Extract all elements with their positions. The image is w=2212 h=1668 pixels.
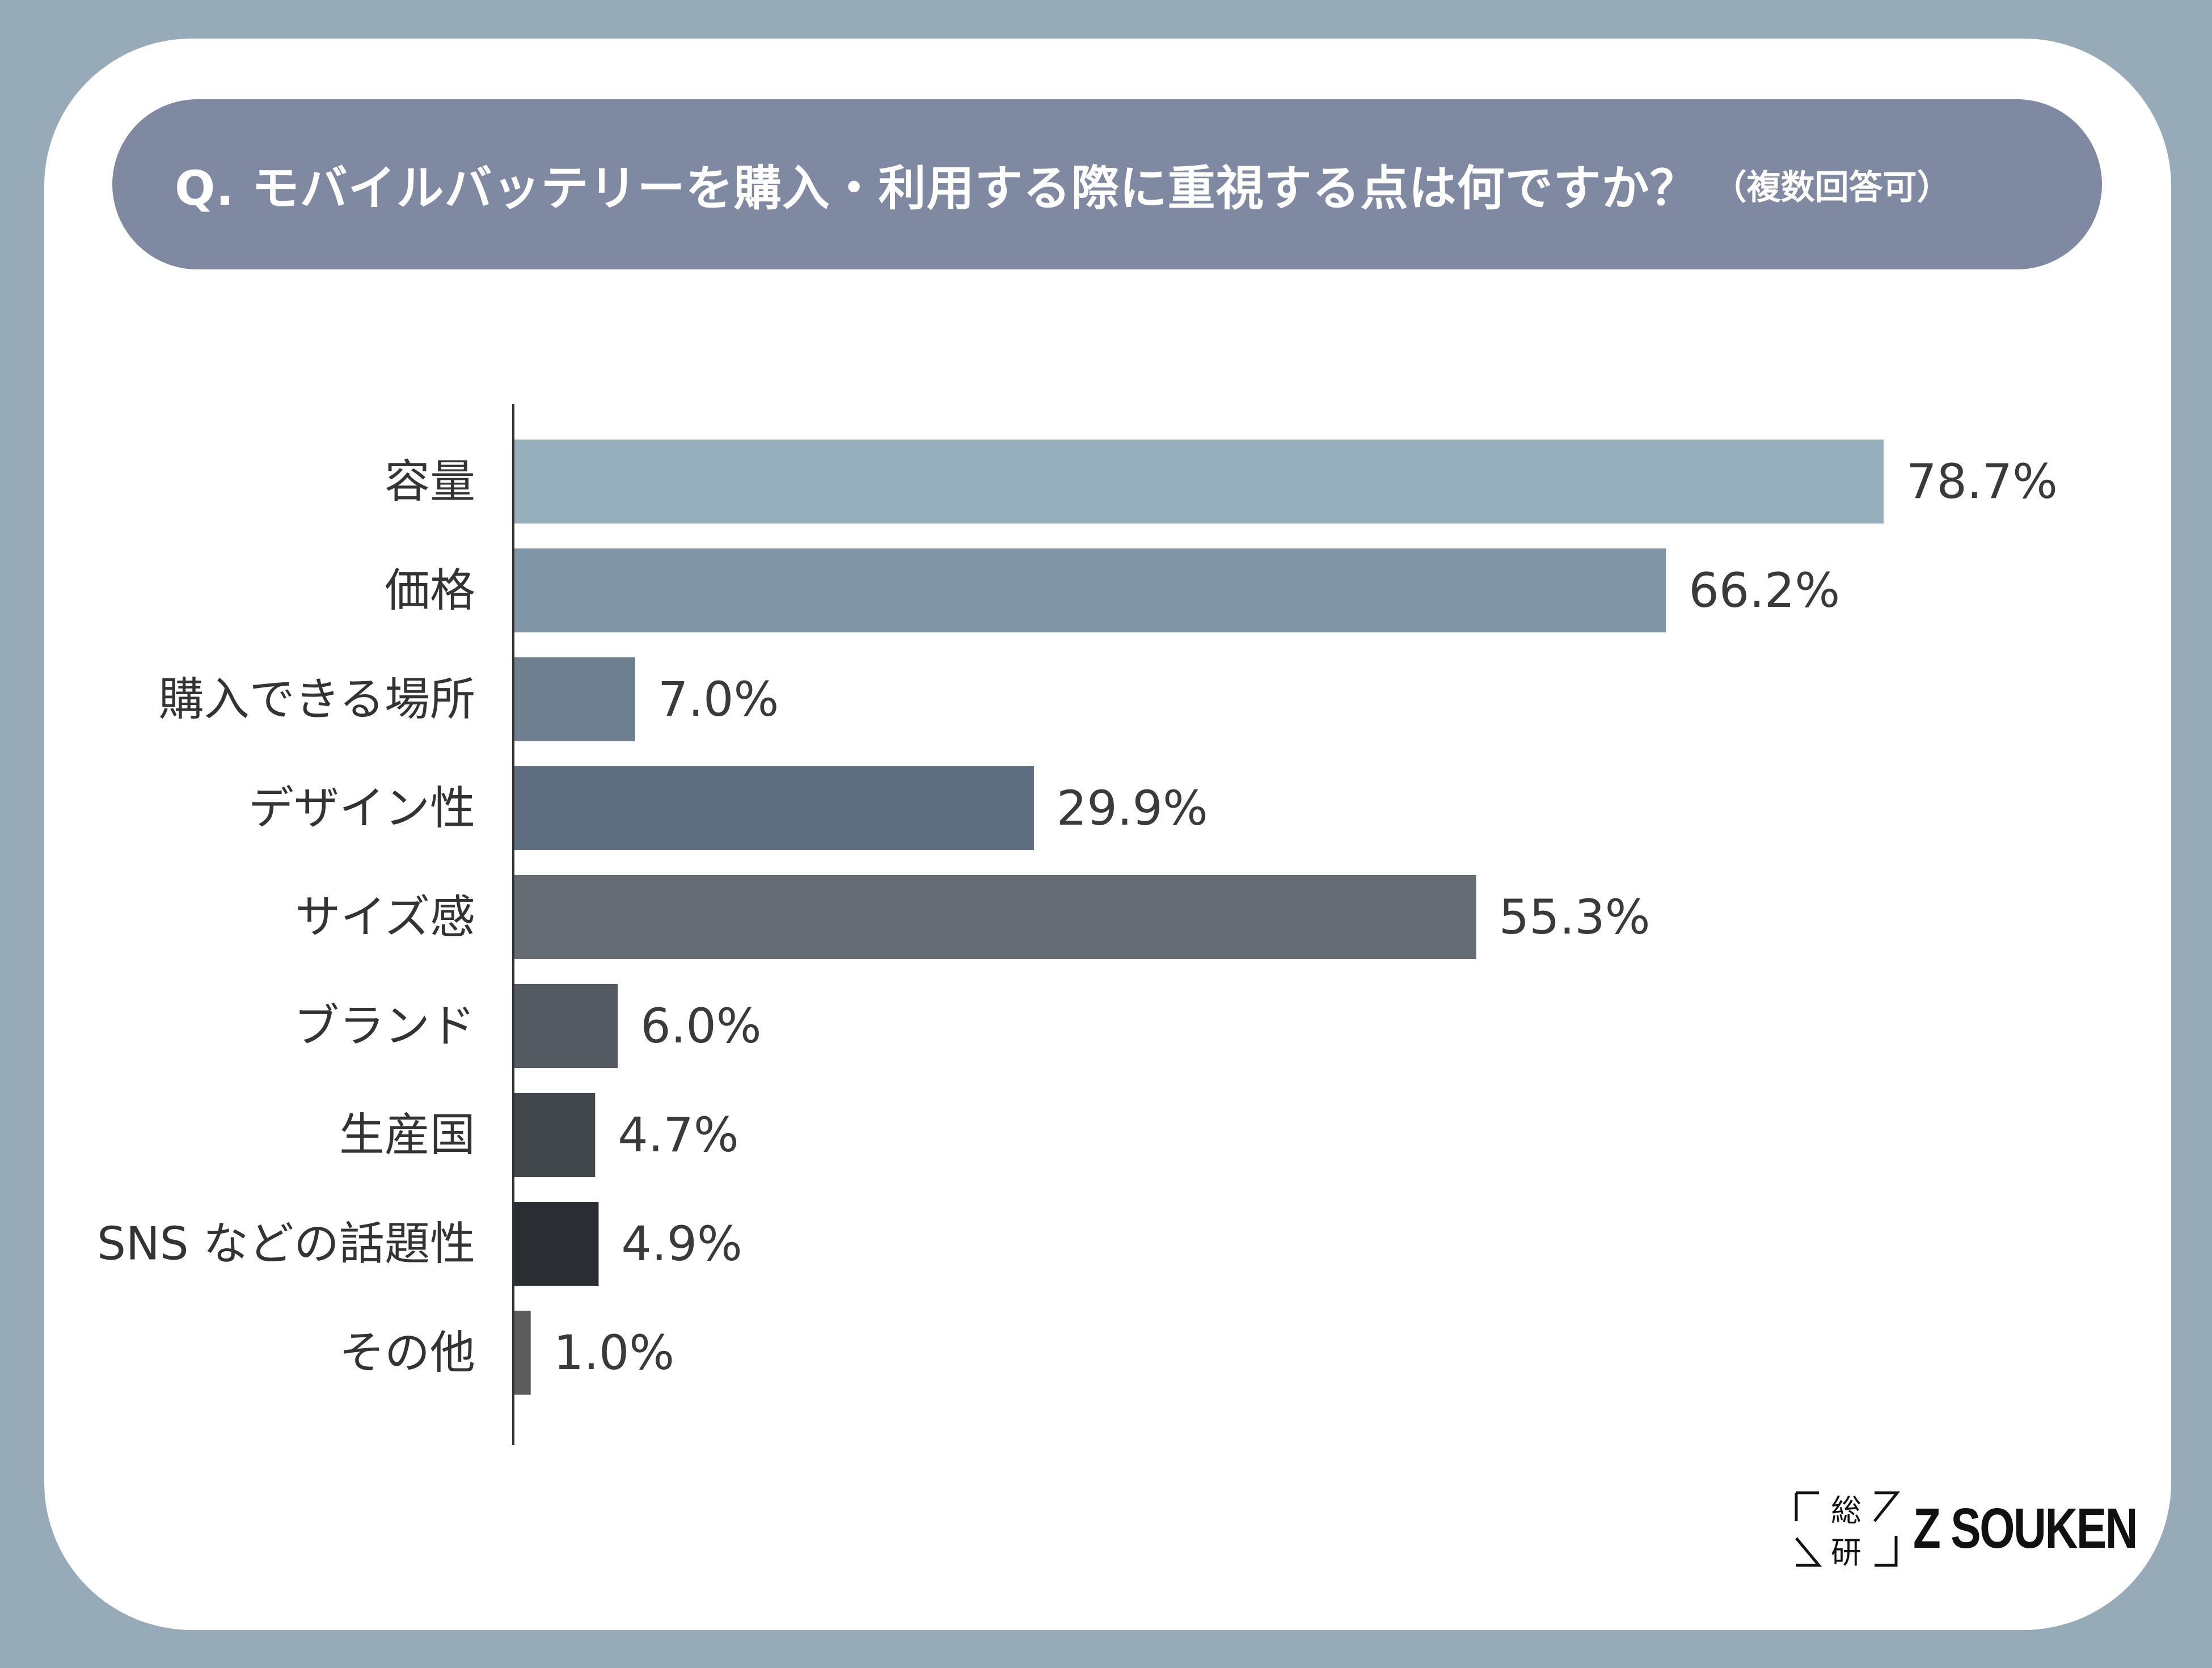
bar-5 — [513, 875, 1476, 959]
value-label-4: 29.9% — [1057, 780, 1208, 836]
category-label-4: デザイン性 — [248, 782, 475, 835]
z-souken-logo: 総 研 Z SOUKEN — [1789, 1486, 2138, 1571]
value-label-1: 78.7% — [1906, 454, 2058, 509]
value-label-7: 4.7% — [618, 1107, 738, 1163]
logo-jp-mark: 総 研 — [1795, 1491, 1901, 1570]
bar-2 — [513, 548, 1666, 632]
category-label-6: ブランド — [294, 1000, 475, 1053]
category-label-8: SNS などの話題性 — [97, 1218, 475, 1270]
value-label-6: 6.0% — [640, 998, 761, 1054]
bar-9 — [513, 1311, 531, 1395]
category-label-1: 容量 — [385, 455, 475, 508]
question-title-note: （複数回答可） — [1712, 167, 1951, 208]
chart-card — [44, 39, 2171, 1630]
value-label-5: 55.3% — [1499, 889, 1650, 945]
logo-text: Z SOUKEN — [1913, 1497, 2138, 1560]
logo-jp-char-2: 研 — [1831, 1535, 1861, 1570]
value-label-9: 1.0% — [554, 1325, 674, 1380]
question-title: Q. モバイルバッテリーを購入・利用する際に重視する点は何ですか？ — [175, 160, 1698, 216]
bars-layer — [513, 440, 1884, 1395]
category-label-7: 生産国 — [339, 1109, 475, 1162]
bar-1 — [513, 440, 1884, 523]
bar-3 — [513, 657, 635, 741]
question-title-bar: Q. モバイルバッテリーを購入・利用する際に重視する点は何ですか？ （複数回答可… — [112, 99, 2102, 269]
bar-4 — [513, 766, 1034, 850]
category-label-2: 価格 — [385, 564, 475, 617]
bar-8 — [513, 1202, 599, 1286]
value-label-2: 66.2% — [1688, 563, 1840, 618]
category-label-9: その他 — [339, 1327, 475, 1379]
bar-7 — [513, 1093, 596, 1177]
category-label-5: サイズ感 — [295, 891, 475, 944]
bar-6 — [513, 984, 618, 1068]
value-label-8: 4.9% — [621, 1216, 742, 1272]
logo-jp-char-1: 総 — [1831, 1493, 1861, 1528]
value-label-3: 7.0% — [658, 672, 779, 727]
labels-layer: 容量 78.7% 価格 66.2% 購入できる場所 7.0% デザイン性 29.9% サイズ感 5… — [97, 454, 2058, 1380]
category-label-3: 購入できる場所 — [159, 673, 475, 726]
